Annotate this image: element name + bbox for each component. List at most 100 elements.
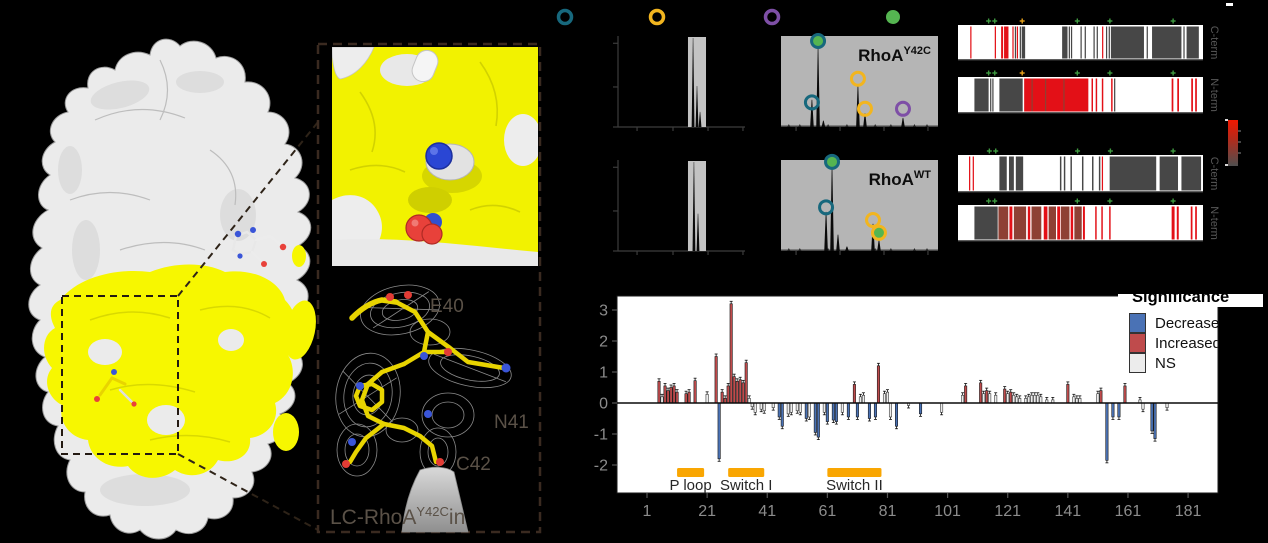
- domain-annotation-label: Switch I: [720, 477, 773, 494]
- coverage-line: [1048, 206, 1056, 240]
- spectrum-noise: [912, 248, 916, 251]
- y-tick-label: -2: [594, 458, 608, 475]
- ligand-n-atom: [237, 253, 243, 259]
- spectrum-peak: [863, 113, 867, 127]
- residue-bar: [834, 402, 838, 422]
- panel-label-y42c: RhoAY42C: [858, 45, 931, 65]
- residue-bar: [831, 402, 835, 421]
- coverage-line: [1091, 78, 1093, 112]
- legend-row-increased: Increased: [1118, 333, 1218, 353]
- residue-bar: [717, 402, 721, 460]
- x-tick-label: 41: [758, 503, 776, 520]
- coverage-line: [1082, 206, 1085, 240]
- residue-bar: [789, 402, 793, 413]
- legend-label-decreased: Decreased: [1155, 314, 1218, 332]
- peak-marker: [870, 224, 887, 241]
- residue-bar: [753, 402, 757, 413]
- coverage-line: [1070, 156, 1072, 191]
- coverage-line: [1004, 26, 1009, 59]
- residue-label-c42: C42: [456, 454, 491, 475]
- coverage-line: [1102, 26, 1104, 59]
- surface-shading: [58, 71, 256, 506]
- legend-row-decreased: Decreased: [1118, 313, 1218, 333]
- residue-bar: [720, 391, 724, 404]
- coverage-line: [1070, 206, 1074, 240]
- domain-annotation-bar: [728, 468, 765, 477]
- spectrum-noise: [826, 124, 830, 127]
- coverage-line: [1024, 78, 1089, 112]
- residue-bar: [940, 402, 944, 413]
- nitrogen-sphere: [425, 142, 453, 170]
- coverage-line: [1146, 26, 1148, 59]
- residue-bar: [1006, 393, 1010, 404]
- residue-bar: [672, 385, 676, 404]
- coverage-line: [1109, 156, 1157, 191]
- coverage-line: [1027, 206, 1031, 240]
- coverage-line: [1108, 26, 1110, 59]
- coverage-line: [1063, 156, 1066, 191]
- peak-marker: [803, 94, 820, 111]
- spectrum-background: [781, 160, 938, 251]
- residue-bar: [873, 402, 877, 418]
- domain-annotation-bar: [827, 468, 882, 477]
- residue-bar: [1072, 396, 1076, 404]
- coverage-line: [1093, 26, 1095, 59]
- residue-bar: [988, 393, 992, 404]
- residue-label-n41: N41: [494, 412, 529, 433]
- coverage-line: [1057, 206, 1061, 240]
- residue-bar: [729, 303, 733, 404]
- residue-bar: [846, 402, 850, 418]
- x-tick-label: 81: [879, 503, 897, 520]
- legend-swatch-increased: [1129, 333, 1146, 353]
- coverage-line: [1074, 206, 1082, 240]
- residue-bar: [1105, 402, 1109, 461]
- spectrum-noise: [787, 248, 791, 251]
- coverage-line: [1062, 26, 1068, 59]
- residue-bar: [741, 382, 745, 404]
- coverage-map-label: C-term: [1208, 157, 1220, 191]
- residue-bar: [798, 402, 802, 413]
- stick-o-atom: [94, 396, 100, 402]
- coverage-map: N-term: [958, 70, 1220, 114]
- peak-marker: [865, 212, 882, 229]
- residue-bar: [666, 390, 670, 404]
- coverage-line: [990, 78, 992, 112]
- residue-bar: [1036, 394, 1040, 404]
- residue-bar: [1099, 390, 1103, 404]
- spectrum-noise: [787, 124, 791, 127]
- legend-label-increased: Increased: [1155, 334, 1218, 352]
- coverage-line: [972, 156, 974, 191]
- spectrum-peak: [901, 117, 905, 127]
- ms-legend-dots: [556, 8, 900, 26]
- residue-bar: [714, 356, 718, 404]
- coverage-line: [1063, 78, 1065, 112]
- residue-bar: [885, 391, 889, 404]
- x-tick-label: 121: [994, 503, 1021, 520]
- peak-marker: [849, 70, 866, 87]
- coverage-line: [1084, 26, 1086, 59]
- coverage-line: [1014, 26, 1017, 59]
- residue-bar: [744, 362, 748, 404]
- connector-bottom: [177, 453, 319, 531]
- residue-bar: [858, 396, 862, 404]
- legend-label-ns: NS: [1155, 354, 1176, 372]
- chrom-peak: [698, 111, 702, 127]
- legend-rows: Decreased Increased NS: [1118, 307, 1218, 379]
- residue-bar: [1030, 394, 1034, 404]
- residue-bar: [705, 394, 709, 404]
- purple-marker-dot: [763, 8, 781, 26]
- residue-bar: [982, 393, 986, 404]
- coverage-line: [998, 206, 1009, 240]
- coverage-line: [1068, 26, 1070, 59]
- ligand-o-atom: [279, 243, 287, 251]
- oxygen-sphere-2: [421, 223, 443, 245]
- residue-bar: [1096, 393, 1100, 404]
- residue-bar: [675, 391, 679, 404]
- residue-bar: [894, 402, 898, 427]
- selection-box: [61, 295, 179, 455]
- residue-bar: [1066, 384, 1070, 404]
- coverage-line: [1105, 26, 1108, 59]
- residue-bar: [732, 376, 736, 404]
- peak-marker: [894, 100, 911, 117]
- residue-sticks: [94, 369, 137, 407]
